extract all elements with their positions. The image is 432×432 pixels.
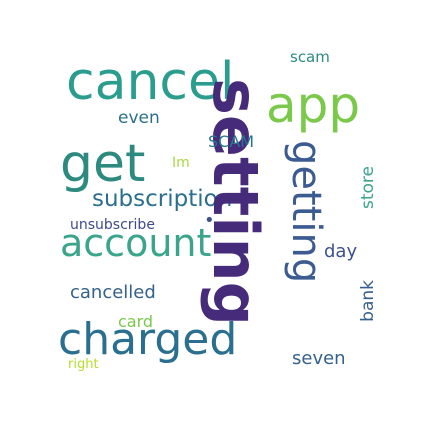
word-store: store [358,166,378,209]
word-seven: seven [292,348,346,369]
word-even: even [118,108,160,128]
word-scam-upper: SCAM [208,132,255,151]
word-cancelled: cancelled [70,282,156,303]
word-right: right [68,357,99,372]
word-unsubscribe: unsubscribe [70,217,155,233]
word-bank: bank [358,280,378,322]
word-getting: getting [283,140,329,284]
word-im: Im [172,155,190,171]
word-app: app [266,76,361,134]
word-charged: charged [58,314,238,365]
word-cancel: cancel [66,52,235,112]
word-setting: setting [199,78,272,326]
word-dot: • [204,210,215,231]
word-subscription: subscription [92,186,233,212]
word-get: get [60,134,146,194]
word-account: account [60,221,212,265]
word-day: day [324,241,358,262]
word-card: card [118,312,154,331]
word-scam: scam [290,48,330,66]
